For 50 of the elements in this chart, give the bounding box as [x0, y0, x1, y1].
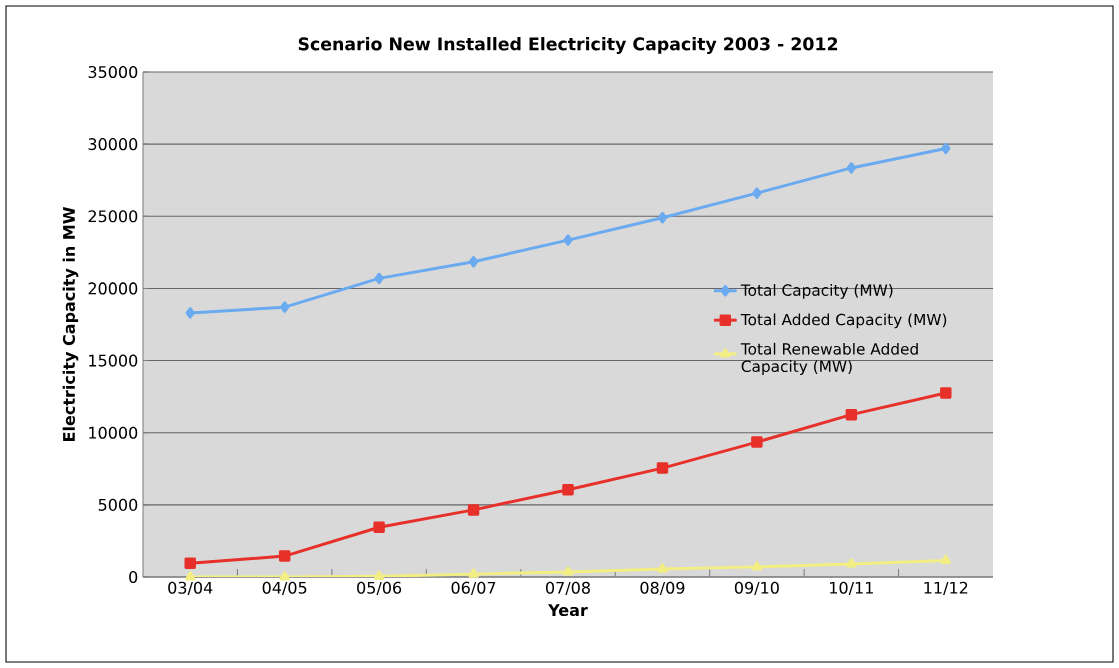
legend-label: Total Capacity (MW) [740, 284, 893, 299]
x-tick-label: 06/07 [451, 581, 496, 596]
point [184, 557, 196, 570]
y-tick-label: 35000 [88, 65, 138, 79]
x-tick-label: 04/05 [262, 581, 307, 596]
point [940, 554, 951, 565]
y-tick-label: 15000 [89, 354, 138, 367]
x-tick-label: 05/06 [357, 581, 402, 596]
x-tick-label: 03/04 [168, 581, 213, 596]
y-tick-label: 0 [129, 570, 138, 584]
y-axis-title: Electricity Capacity in MW [62, 207, 79, 441]
chart-title: Scenario New Installed Electricity Capacity 2003 - 2012 [298, 37, 838, 54]
point [752, 187, 762, 199]
y-tick-label: 25000 [88, 210, 138, 223]
point [941, 142, 951, 155]
point [656, 462, 669, 474]
legend-label: Total Added Capacity (MW) [740, 313, 947, 329]
point [279, 571, 290, 581]
point [373, 521, 385, 533]
point [280, 301, 290, 313]
point [657, 563, 668, 573]
x-tick-label: 10/11 [830, 581, 873, 596]
point [846, 558, 857, 568]
point [278, 550, 291, 562]
point [185, 307, 195, 319]
y-tick-label: 10000 [89, 426, 138, 439]
point [468, 256, 479, 268]
y-tick-label: 30000 [88, 138, 138, 151]
x-axis-title: Year [548, 604, 588, 617]
point [373, 570, 385, 580]
x-tick-label: 08/09 [640, 581, 685, 596]
x-tick-label: 11/12 [924, 581, 968, 596]
x-tick-label: 07/08 [546, 581, 590, 596]
x-tick-label: 09/10 [734, 581, 779, 596]
y-tick-label: 20000 [88, 282, 138, 295]
point [562, 566, 574, 576]
point [845, 408, 858, 421]
point [940, 387, 952, 399]
point [374, 272, 384, 285]
point [751, 436, 763, 448]
point [185, 571, 196, 581]
point [562, 483, 574, 496]
point [468, 568, 479, 578]
point [751, 561, 763, 571]
point [467, 504, 480, 516]
y-tick-label: 5000 [98, 498, 138, 511]
point [563, 234, 573, 246]
legend-label: Total Renewable Added Capacity (MW) [740, 342, 918, 376]
point [657, 211, 668, 224]
point [846, 162, 857, 174]
